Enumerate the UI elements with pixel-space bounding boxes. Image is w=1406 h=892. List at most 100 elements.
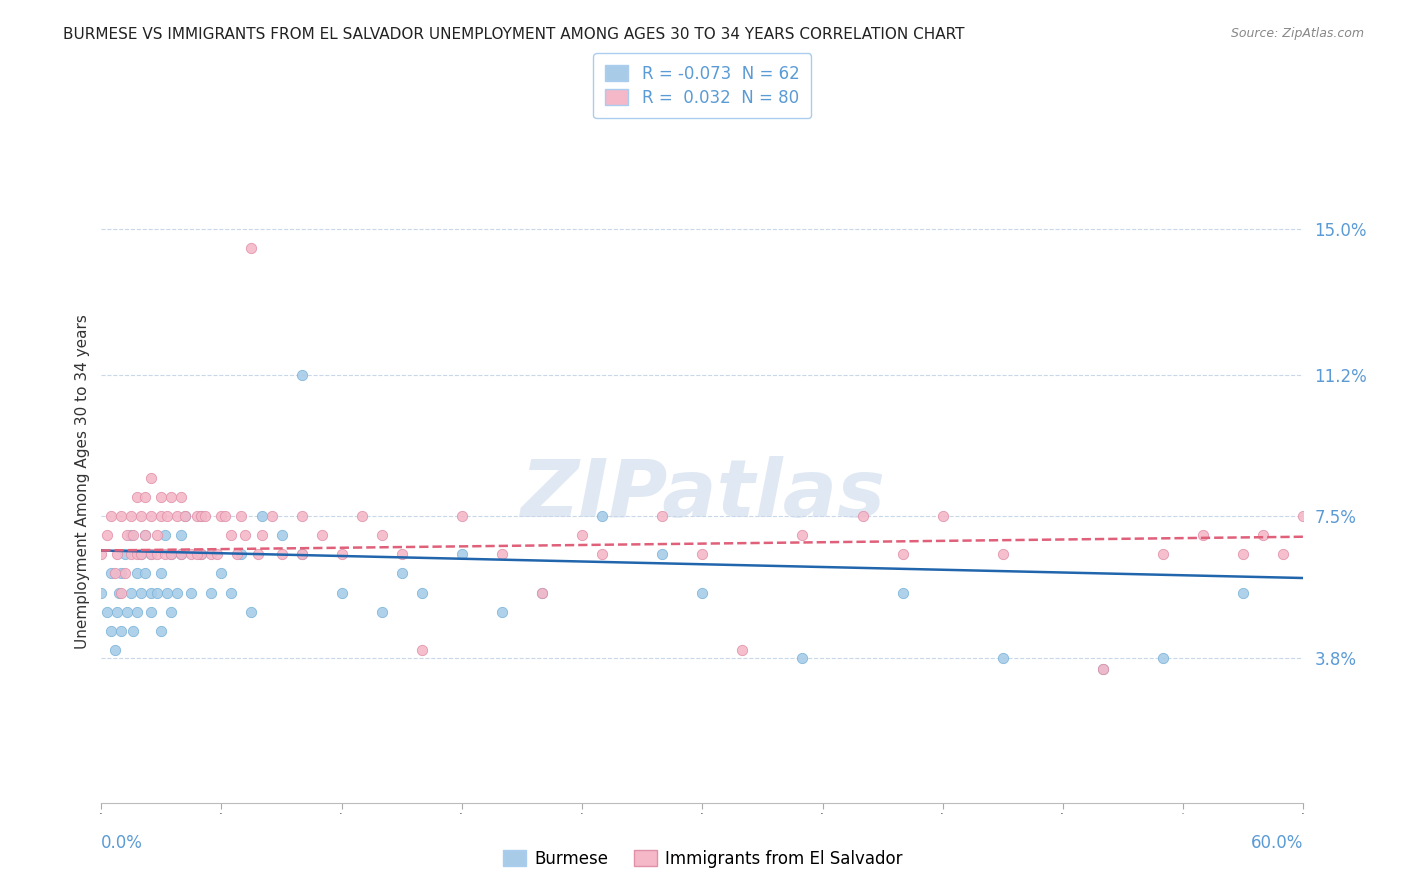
Point xyxy=(221,585,243,599)
Point xyxy=(391,547,413,561)
Text: 60.0%: 60.0% xyxy=(1251,834,1303,852)
Point xyxy=(1251,528,1274,542)
Point xyxy=(100,509,122,524)
Point xyxy=(240,605,263,619)
Point xyxy=(231,547,253,561)
Point xyxy=(290,547,312,561)
Point xyxy=(127,547,149,561)
Text: BURMESE VS IMMIGRANTS FROM EL SALVADOR UNEMPLOYMENT AMONG AGES 30 TO 34 YEARS CO: BURMESE VS IMMIGRANTS FROM EL SALVADOR U… xyxy=(63,27,965,42)
Point xyxy=(991,547,1014,561)
Point xyxy=(156,509,179,524)
Point xyxy=(190,547,212,561)
Point xyxy=(166,509,188,524)
Point xyxy=(166,585,188,599)
Point xyxy=(200,547,222,561)
Point xyxy=(155,547,177,561)
Point xyxy=(246,547,269,561)
Point xyxy=(290,368,312,382)
Point xyxy=(127,605,149,619)
Point xyxy=(1272,547,1295,561)
Point xyxy=(190,509,212,524)
Point xyxy=(651,509,673,524)
Point xyxy=(129,547,153,561)
Point xyxy=(350,509,373,524)
Point xyxy=(146,585,169,599)
Point xyxy=(100,624,122,638)
Point xyxy=(1192,528,1215,542)
Point xyxy=(186,547,208,561)
Legend: Burmese, Immigrants from El Salvador: Burmese, Immigrants from El Salvador xyxy=(496,844,910,875)
Point xyxy=(160,605,183,619)
Point xyxy=(270,547,292,561)
Point xyxy=(186,509,208,524)
Point xyxy=(96,528,118,542)
Point xyxy=(1152,547,1174,561)
Point xyxy=(250,509,273,524)
Point xyxy=(731,643,754,657)
Point xyxy=(371,528,394,542)
Point xyxy=(211,509,233,524)
Point xyxy=(150,566,173,581)
Point xyxy=(330,547,353,561)
Point xyxy=(250,528,273,542)
Point xyxy=(134,566,156,581)
Point xyxy=(117,605,139,619)
Point xyxy=(391,566,413,581)
Point xyxy=(141,585,163,599)
Point xyxy=(1232,547,1254,561)
Point xyxy=(108,585,131,599)
Point xyxy=(591,509,613,524)
Point xyxy=(330,585,353,599)
Point xyxy=(235,528,257,542)
Point xyxy=(174,509,197,524)
Point xyxy=(150,509,173,524)
Point xyxy=(651,547,673,561)
Point xyxy=(120,585,142,599)
Point xyxy=(270,528,292,542)
Point xyxy=(491,547,513,561)
Point xyxy=(120,528,142,542)
Point xyxy=(852,509,875,524)
Point xyxy=(120,547,142,561)
Point xyxy=(122,624,145,638)
Point xyxy=(104,566,127,581)
Point xyxy=(114,547,136,561)
Point xyxy=(311,528,333,542)
Point xyxy=(174,509,197,524)
Point xyxy=(190,509,212,524)
Point xyxy=(1292,509,1315,524)
Point xyxy=(450,547,472,561)
Point xyxy=(122,528,145,542)
Point xyxy=(170,547,193,561)
Point xyxy=(891,547,914,561)
Point xyxy=(214,509,236,524)
Point xyxy=(792,528,814,542)
Point xyxy=(146,547,169,561)
Point xyxy=(491,605,513,619)
Point xyxy=(96,605,118,619)
Point xyxy=(155,528,177,542)
Point xyxy=(127,566,149,581)
Point xyxy=(110,566,132,581)
Point xyxy=(531,585,554,599)
Point xyxy=(690,547,713,561)
Point xyxy=(290,509,312,524)
Point xyxy=(105,605,128,619)
Point xyxy=(591,547,613,561)
Point xyxy=(105,547,128,561)
Point xyxy=(690,585,713,599)
Point xyxy=(531,585,554,599)
Text: 0.0%: 0.0% xyxy=(101,834,143,852)
Point xyxy=(90,547,112,561)
Point xyxy=(134,490,156,504)
Point xyxy=(117,528,139,542)
Point xyxy=(141,471,163,485)
Point xyxy=(90,585,112,599)
Point xyxy=(134,528,156,542)
Point xyxy=(170,528,193,542)
Point xyxy=(129,547,153,561)
Point xyxy=(110,585,132,599)
Point xyxy=(1152,650,1174,665)
Point xyxy=(141,547,163,561)
Point xyxy=(1232,585,1254,599)
